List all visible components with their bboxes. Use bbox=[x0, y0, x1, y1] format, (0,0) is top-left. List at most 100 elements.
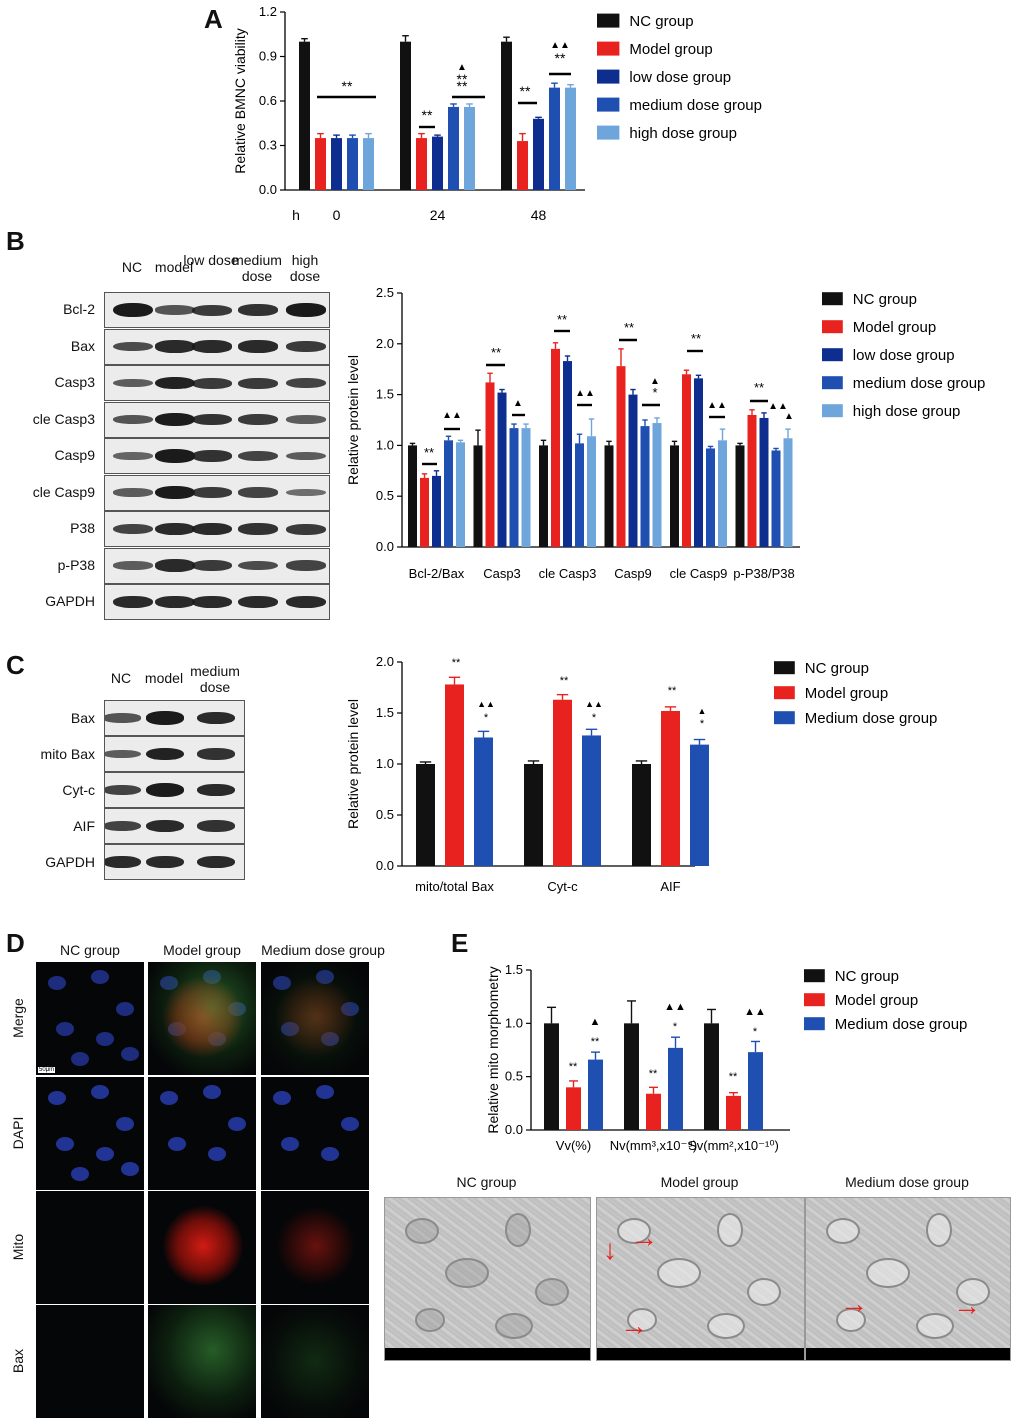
nucleus bbox=[96, 1032, 114, 1046]
x-tick-label: Casp9 bbox=[614, 566, 652, 581]
chart-b-protein-levels: 0.0 0.5 1.0 1.5 2.0 2.5 Relative protein level… bbox=[345, 285, 986, 581]
mito-signal bbox=[276, 1206, 356, 1286]
blot-strip bbox=[104, 736, 245, 772]
blot-band bbox=[113, 302, 153, 318]
blot-band bbox=[146, 747, 184, 761]
mitochondrion bbox=[866, 1258, 910, 1288]
bar bbox=[549, 87, 560, 190]
legend-swatch bbox=[597, 97, 620, 112]
nucleus bbox=[48, 1091, 66, 1105]
legend-swatch bbox=[597, 69, 620, 84]
chart-c-mito-proteins: 0.0 0.5 1.0 1.5 2.0 Relative protein level mit… bbox=[345, 654, 937, 894]
nucleus bbox=[56, 1022, 74, 1036]
blot-band bbox=[192, 487, 232, 498]
bar bbox=[474, 737, 493, 866]
bar bbox=[704, 1023, 719, 1130]
bar bbox=[509, 428, 519, 547]
bar bbox=[416, 764, 435, 866]
y-tick-label: 0.9 bbox=[259, 49, 277, 64]
blot-band bbox=[155, 595, 195, 609]
significance-marker: ** bbox=[520, 83, 531, 99]
y-tick-label: 1.0 bbox=[376, 437, 394, 452]
blot-band bbox=[238, 523, 278, 535]
blot-band bbox=[238, 487, 278, 498]
blot-row-label: Bcl-2 bbox=[63, 301, 95, 317]
y-tick-label: 2.0 bbox=[376, 654, 394, 669]
micro-column-title: Medium dose group bbox=[261, 942, 385, 958]
mitochondrion bbox=[926, 1213, 952, 1247]
significance-marker: ** bbox=[422, 107, 433, 123]
mitochondrion bbox=[415, 1308, 445, 1332]
blot-band bbox=[113, 488, 153, 497]
y-tick-label: 0.0 bbox=[505, 1122, 523, 1137]
y-tick-label: 1.2 bbox=[259, 4, 277, 19]
x-tick-label: cle Casp3 bbox=[539, 566, 597, 581]
y-tick-label: 1.5 bbox=[505, 962, 523, 977]
bar bbox=[735, 445, 745, 547]
bar bbox=[432, 136, 443, 190]
bar bbox=[706, 448, 715, 547]
x-tick-label: Bcl-2/Bax bbox=[409, 566, 465, 581]
blot-strip bbox=[104, 584, 330, 620]
bax-signal bbox=[261, 1305, 369, 1418]
bar bbox=[432, 475, 441, 547]
bar bbox=[694, 378, 703, 547]
y-tick-label: 0.0 bbox=[376, 858, 394, 873]
blot-strip bbox=[104, 292, 330, 328]
blot-band bbox=[155, 485, 195, 500]
bar bbox=[544, 1023, 559, 1130]
blot-band bbox=[192, 595, 232, 609]
bax-signal bbox=[261, 962, 369, 1075]
nucleus bbox=[116, 1002, 134, 1016]
blot-strip bbox=[104, 547, 330, 584]
bar bbox=[533, 118, 544, 190]
blot-band bbox=[286, 488, 326, 497]
legend-label: medium dose group bbox=[629, 97, 762, 114]
blot-band bbox=[155, 449, 195, 463]
tem-scale-strip bbox=[806, 1348, 1010, 1360]
nucleus bbox=[160, 1091, 178, 1105]
significance-marker: ▲ bbox=[457, 62, 467, 73]
bar bbox=[747, 414, 757, 547]
legend-label: high dose group bbox=[853, 403, 961, 420]
blot-strip bbox=[104, 772, 245, 808]
mitochondrion bbox=[627, 1308, 657, 1332]
bax-signal bbox=[148, 962, 256, 1075]
legend-label: medium dose group bbox=[853, 375, 986, 392]
significance-marker: ▲▲ bbox=[664, 1001, 686, 1013]
blot-band bbox=[286, 415, 326, 424]
legend-label: NC group bbox=[629, 13, 693, 30]
blot-band bbox=[238, 595, 278, 609]
blot-band bbox=[192, 340, 232, 353]
blot-band bbox=[238, 340, 278, 353]
blot-row-label: Bax bbox=[70, 337, 95, 354]
legend-swatch bbox=[822, 404, 843, 418]
fluorescence-image bbox=[148, 1077, 256, 1190]
fluorescence-image bbox=[36, 1077, 144, 1190]
significance-marker: ** bbox=[452, 657, 461, 669]
blot-lane-label: NC bbox=[110, 670, 132, 686]
legend-swatch bbox=[822, 292, 843, 306]
significance-marker: ** bbox=[754, 380, 764, 395]
y-axis-label: Relative mito morphometry bbox=[485, 966, 501, 1133]
bax-signal bbox=[148, 1305, 256, 1418]
fluorescence-image bbox=[261, 962, 369, 1075]
blot-band bbox=[113, 595, 153, 609]
damage-arrow-icon: ↓ bbox=[603, 1234, 617, 1265]
bar bbox=[690, 744, 709, 866]
blot-row-label: Casp3 bbox=[54, 374, 95, 390]
y-tick-label: 1.5 bbox=[376, 705, 394, 720]
fluorescence-image bbox=[148, 1191, 256, 1304]
bar bbox=[464, 106, 475, 190]
significance-marker: ** bbox=[424, 445, 434, 460]
tem-image bbox=[805, 1197, 1011, 1361]
bar bbox=[553, 699, 572, 866]
blot-row-label: P38 bbox=[70, 520, 95, 536]
legend-label: NC group bbox=[835, 968, 899, 985]
fluorescence-image bbox=[36, 962, 144, 1075]
legend-swatch bbox=[804, 1017, 825, 1031]
bar bbox=[575, 443, 584, 547]
bar bbox=[646, 1093, 661, 1130]
blot-band bbox=[105, 713, 141, 723]
damage-arrow-icon: → bbox=[630, 1222, 658, 1253]
